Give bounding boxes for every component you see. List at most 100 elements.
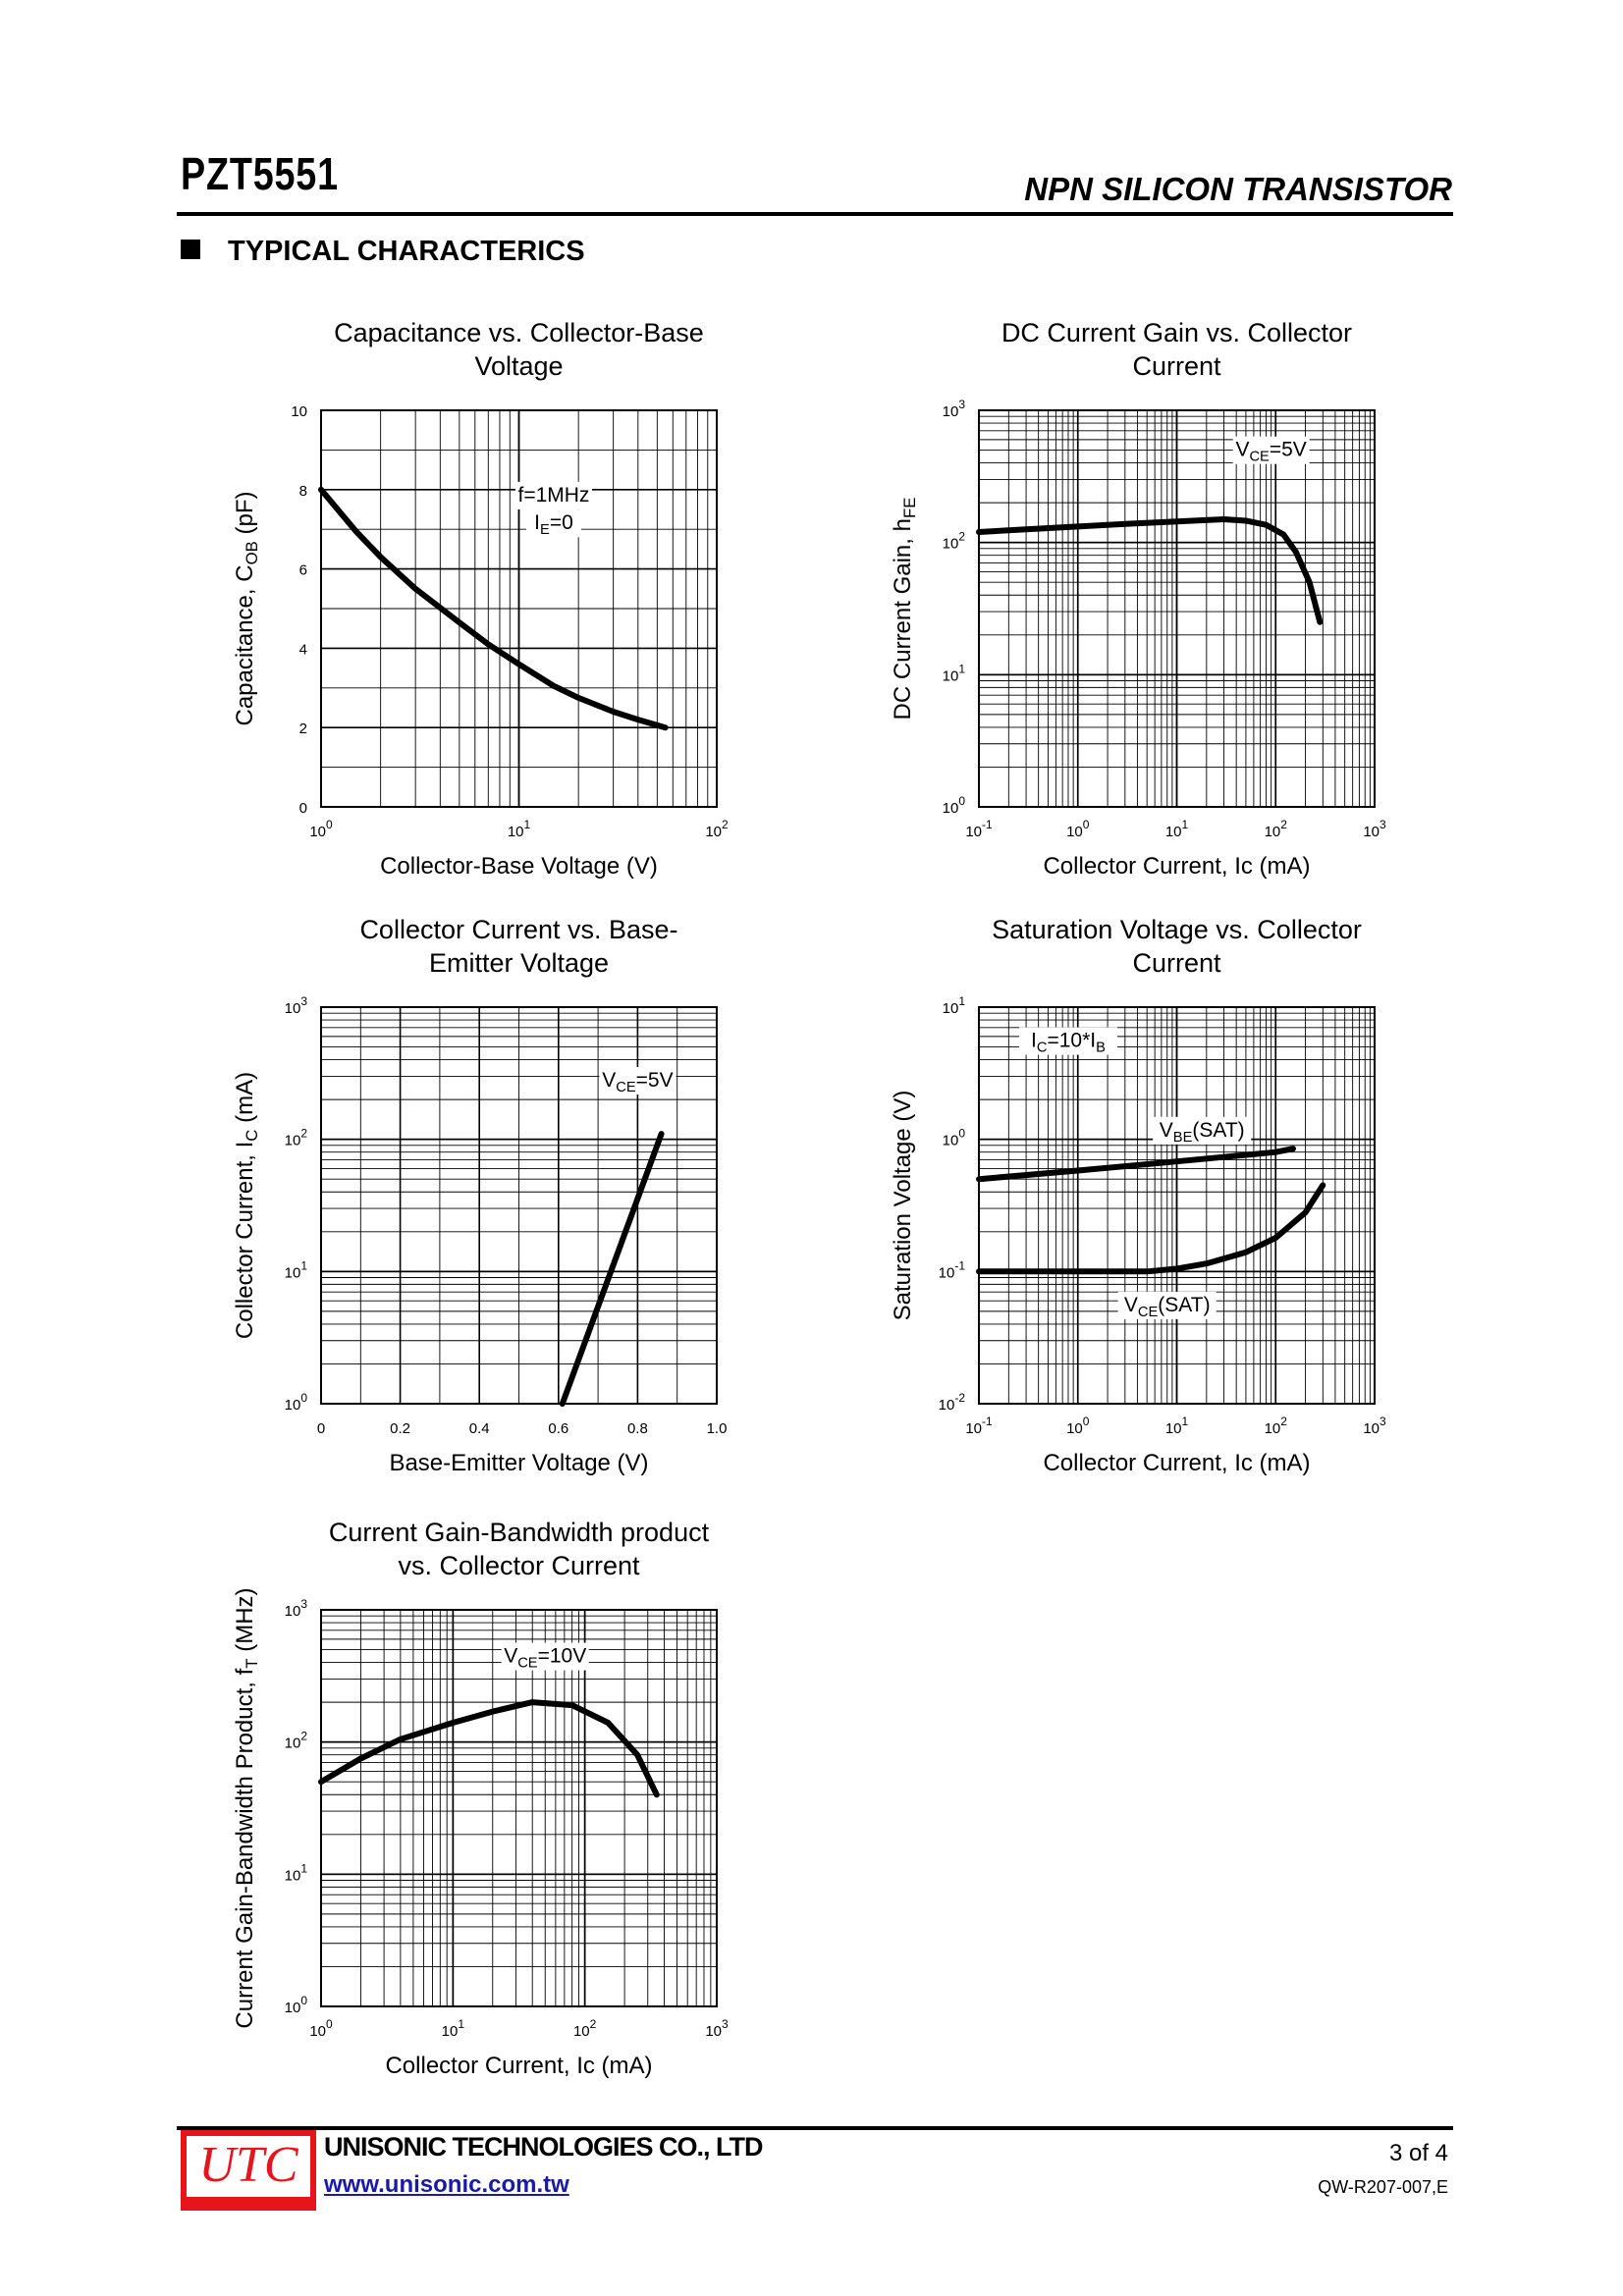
chart-ft: 100 101 102 103 100 101 102 103 Current Gain-Ban… bbox=[232, 1518, 729, 2079]
device-type: NPN SILICON TRANSISTOR bbox=[1024, 171, 1452, 207]
x-tick-label: 0.8 bbox=[627, 1420, 648, 1437]
plot-frame bbox=[978, 409, 1376, 808]
annotation-bg bbox=[1018, 1027, 1117, 1055]
utc-logo: UTC bbox=[181, 2130, 316, 2211]
footer-rule bbox=[177, 2126, 1453, 2130]
annotation-bg bbox=[599, 1067, 676, 1095]
page-number: 3 of 4 bbox=[1388, 2140, 1448, 2166]
series-curve bbox=[318, 1699, 660, 1798]
chart-title: Voltage bbox=[474, 351, 563, 381]
x-tick-label: 102 bbox=[573, 2017, 597, 2040]
y-tick-label: 103 bbox=[285, 994, 308, 1017]
y-tick-label: 101 bbox=[285, 1861, 308, 1884]
chart-title: Collector Current vs. Base- bbox=[359, 915, 677, 944]
chart-grid bbox=[978, 1006, 1376, 1405]
annotation-bg bbox=[1117, 1291, 1217, 1319]
x-tick-label: 100 bbox=[1066, 818, 1090, 840]
chart-title: DC Current Gain vs. Collector bbox=[1001, 318, 1352, 347]
chart-title: Emitter Voltage bbox=[429, 948, 609, 978]
series-curve bbox=[559, 1131, 665, 1407]
chart-title: Saturation Voltage vs. Collector bbox=[992, 915, 1362, 944]
x-tick-label: 103 bbox=[705, 2017, 729, 2040]
y-axis-label: Saturation Voltage (V) bbox=[890, 1091, 916, 1321]
y-tick-label: 100 bbox=[285, 1994, 308, 2016]
chart-vsat: 10-1 100 101 102 10310-210-1100101Saturation… bbox=[890, 915, 1386, 1476]
y-tick-label: 100 bbox=[285, 1391, 308, 1414]
series-curve bbox=[976, 516, 1324, 625]
y-axis-label: Current Gain-Bandwidth Product, fT (MHz) bbox=[232, 1587, 261, 2028]
series-curve bbox=[976, 1146, 1296, 1183]
y-tick-label: 100 bbox=[943, 1127, 966, 1149]
chart-title: Current bbox=[1132, 948, 1221, 978]
y-tick-label: 10 bbox=[291, 403, 307, 420]
x-tick-label: 102 bbox=[705, 818, 729, 840]
chart-icvbe: 0 0.2 0.4 0.6 0.8 1.0 100 101 102 103 Collector Cu… bbox=[232, 915, 727, 1476]
y-tick-label: 8 bbox=[299, 483, 307, 500]
annotation-bg bbox=[1153, 1116, 1252, 1145]
y-tick-label: 2 bbox=[299, 721, 307, 737]
x-tick-label: 10-1 bbox=[965, 1415, 993, 1437]
header-rule bbox=[177, 212, 1453, 216]
series-curve bbox=[976, 1182, 1326, 1275]
x-axis-label: Collector-Base Voltage (V) bbox=[380, 853, 658, 880]
y-tick-label: 4 bbox=[299, 641, 307, 658]
annotation-bg bbox=[525, 509, 581, 538]
part-number: PZT5551 bbox=[181, 148, 339, 199]
y-tick-label: 10-1 bbox=[939, 1258, 966, 1281]
chart-grid bbox=[320, 409, 718, 808]
x-tick-label: 100 bbox=[309, 2017, 333, 2040]
chart-cap: 100 101 102 0 2 4 6 8 10 Capacitance vs. Collecto… bbox=[232, 318, 729, 880]
chart-title: Current bbox=[1132, 351, 1221, 381]
utc-logo-box: UTC bbox=[187, 2136, 310, 2197]
chart-title: vs. Collector Current bbox=[398, 1551, 640, 1580]
x-tick-label: 103 bbox=[1363, 818, 1386, 840]
x-tick-label: 100 bbox=[1066, 1415, 1090, 1437]
y-tick-label: 102 bbox=[943, 530, 966, 553]
chart-annotation: f=1MHz bbox=[518, 484, 590, 507]
x-tick-label: 101 bbox=[508, 818, 531, 840]
x-axis-label: Collector Current, Ic (mA) bbox=[385, 2053, 652, 2079]
y-tick-label: 101 bbox=[285, 1258, 308, 1281]
x-axis-label: Collector Current, Ic (mA) bbox=[1043, 853, 1310, 880]
y-tick-label: 0 bbox=[299, 800, 307, 817]
y-tick-label: 102 bbox=[285, 1730, 308, 1752]
x-tick-label: 102 bbox=[1265, 1415, 1288, 1437]
x-tick-label: 0.6 bbox=[548, 1420, 568, 1437]
chart-grid bbox=[320, 1006, 718, 1405]
annotation-bg bbox=[514, 481, 592, 509]
company-url-link[interactable]: www.unisonic.com.tw bbox=[324, 2171, 569, 2198]
chart-annotation: VCE=5V bbox=[602, 1069, 673, 1095]
y-tick-label: 101 bbox=[943, 662, 966, 684]
y-axis-label: Capacitance, COB (pF) bbox=[232, 491, 261, 725]
x-tick-label: 102 bbox=[1265, 818, 1288, 840]
annotation-bg bbox=[501, 1642, 589, 1671]
y-tick-label: 100 bbox=[943, 794, 966, 817]
x-axis-label: Collector Current, Ic (mA) bbox=[1043, 1450, 1310, 1476]
y-tick-label: 103 bbox=[943, 398, 966, 420]
x-tick-label: 101 bbox=[1165, 1415, 1189, 1437]
chart-title: Capacitance vs. Collector-Base bbox=[334, 318, 704, 347]
plot-frame bbox=[320, 1006, 718, 1405]
plot-frame bbox=[320, 1609, 718, 2007]
x-tick-label: 100 bbox=[309, 818, 333, 840]
x-tick-label: 0 bbox=[317, 1420, 325, 1437]
x-tick-label: 101 bbox=[1165, 818, 1189, 840]
y-tick-label: 101 bbox=[943, 994, 966, 1017]
section-bullet bbox=[181, 240, 200, 259]
utc-logo-text: UTC bbox=[198, 2137, 298, 2193]
chart-annotation: IE=0 bbox=[534, 511, 573, 538]
section-title: TYPICAL CHARACTERICS bbox=[228, 236, 585, 267]
y-tick-label: 6 bbox=[299, 562, 307, 579]
series-curve bbox=[318, 486, 669, 731]
x-tick-label: 0.2 bbox=[390, 1420, 410, 1437]
chart-annotation: VBE(SAT) bbox=[1160, 1119, 1245, 1146]
annotation-bg bbox=[1232, 436, 1310, 464]
y-tick-label: 10-2 bbox=[939, 1391, 966, 1414]
y-axis-label: Collector Current, IC (mA) bbox=[232, 1072, 261, 1339]
x-tick-label: 10-1 bbox=[965, 818, 993, 840]
chart-annotation: VCE=10V bbox=[504, 1645, 586, 1672]
plot-frame bbox=[978, 1006, 1376, 1405]
chart-annotation: VCE=5V bbox=[1235, 439, 1306, 465]
